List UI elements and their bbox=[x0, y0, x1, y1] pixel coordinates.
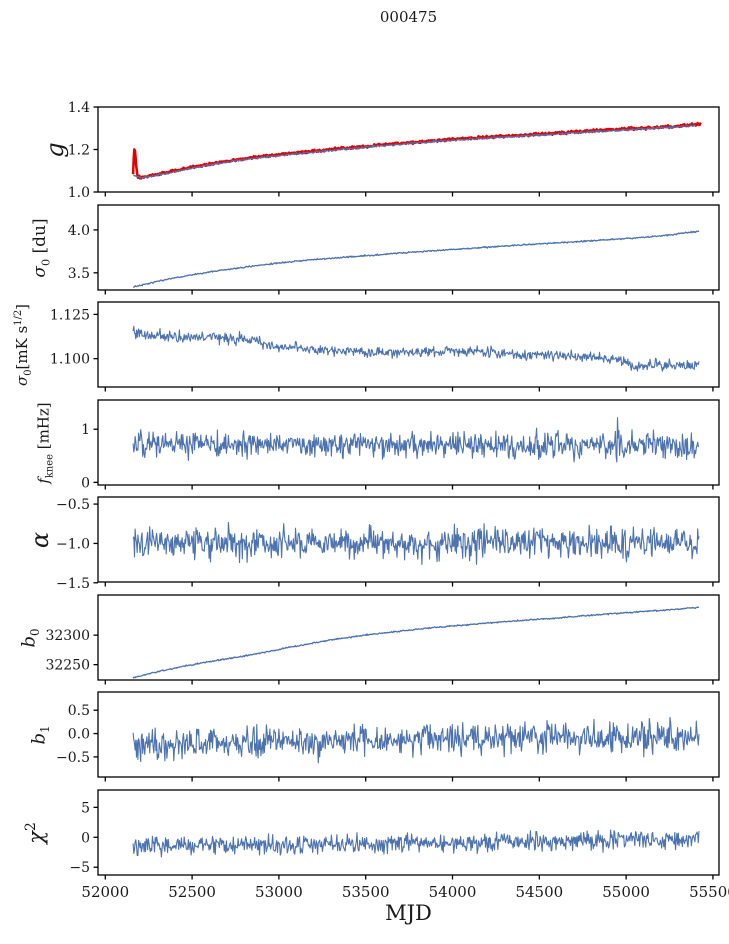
x-tick-label: 52000 bbox=[81, 883, 129, 901]
series-line-g-blue bbox=[132, 124, 696, 179]
x-tick-label: 53500 bbox=[342, 883, 390, 901]
series-line-chi2 bbox=[132, 829, 700, 858]
series-line-g-fit-red bbox=[131, 121, 702, 180]
y-axis-label-segment: 1/2 bbox=[13, 309, 25, 326]
panel-b1: −0.5 0.0 0.5 bbox=[56, 691, 720, 782]
y-axis-label-segment: σ bbox=[30, 265, 51, 278]
panel-fknee: 01 bbox=[81, 399, 720, 491]
panel-spine bbox=[97, 496, 720, 583]
panel-b0: 32250 32300 bbox=[45, 594, 720, 685]
x-tick-label: 55500 bbox=[689, 883, 729, 901]
panel-sigma0-mK: 1.100 1.125 bbox=[50, 301, 720, 392]
y-axis-label-segment: χ bbox=[24, 830, 48, 844]
y-axis-label-segment: 2 bbox=[23, 821, 39, 831]
y-tick-label: 1.2 bbox=[68, 143, 90, 159]
y-axis-label-chi2: χ2 bbox=[23, 821, 48, 844]
figure-title: 000475 bbox=[379, 8, 438, 26]
y-axis-label-segment: f bbox=[34, 477, 53, 484]
y-axis-label-segment: 0 bbox=[27, 627, 42, 636]
y-tick-label: 4.0 bbox=[68, 223, 90, 239]
y-axis-label-segment: b bbox=[18, 635, 40, 648]
y-axis-label-sigma0-mK: σ0[mK s1/2] bbox=[13, 303, 35, 386]
y-axis-label-sigma0-du: σ0 [du] bbox=[30, 217, 53, 278]
series-line-b1 bbox=[132, 716, 700, 764]
y-tick-label: 0.5 bbox=[68, 703, 90, 719]
y-tick-label: −5 bbox=[69, 860, 90, 876]
x-tick-label: 55000 bbox=[602, 883, 650, 901]
y-tick-label: −0.5 bbox=[56, 750, 90, 766]
y-tick-label: 1.100 bbox=[50, 352, 90, 368]
y-axis-label-segment: σ bbox=[13, 375, 32, 386]
y-tick-label: 0 bbox=[81, 830, 90, 846]
y-axis-label-fknee: fknee [mHz] bbox=[34, 401, 56, 484]
y-axis-label-segment: 1 bbox=[37, 724, 52, 733]
y-axis-label-segment: α bbox=[26, 531, 54, 548]
series-line-sigma0-du bbox=[133, 230, 700, 288]
y-tick-label: 0.0 bbox=[68, 727, 90, 743]
y-axis-label-segment: [du] bbox=[30, 217, 51, 259]
y-tick-label: 1.125 bbox=[50, 307, 90, 323]
y-axis-label-segment: 0 bbox=[39, 258, 53, 266]
y-axis-label-g: g bbox=[41, 141, 69, 158]
y-tick-label: −0.5 bbox=[56, 497, 90, 513]
y-tick-label: −1.0 bbox=[56, 536, 90, 552]
series-line-fknee bbox=[132, 417, 700, 463]
panel-g: 1.0 1.2 1.4 bbox=[68, 100, 720, 201]
y-axis-label-segment: 0 bbox=[23, 368, 35, 376]
y-tick-label: 1.0 bbox=[68, 185, 90, 201]
y-tick-label: 32300 bbox=[45, 628, 90, 644]
panel-alpha: −1.5 −1.0 −0.5 bbox=[56, 496, 720, 592]
y-axis-label-segment: g bbox=[41, 141, 69, 158]
y-axis-label-b1: b1 bbox=[28, 724, 52, 745]
x-axis-title: MJD bbox=[385, 901, 432, 925]
x-tick-label: 54000 bbox=[429, 883, 477, 901]
panel-spine bbox=[97, 399, 720, 486]
x-tick-label: 54500 bbox=[515, 883, 563, 901]
x-tick-label: 52500 bbox=[168, 883, 216, 901]
panel-spine bbox=[97, 691, 720, 778]
y-axis-label-alpha: α bbox=[26, 531, 54, 548]
y-tick-label: 5 bbox=[81, 800, 90, 816]
y-tick-label: 32250 bbox=[45, 658, 90, 674]
y-axis-label-segment: ] bbox=[13, 303, 32, 310]
panel-chi2: −5 0 5 bbox=[69, 789, 720, 880]
panel-spine bbox=[97, 789, 720, 876]
series-line-alpha bbox=[132, 522, 700, 566]
panel-spine bbox=[97, 301, 720, 388]
y-tick-label: 0 bbox=[81, 475, 90, 491]
y-axis-label-segment: knee bbox=[44, 453, 56, 478]
panel-spine bbox=[97, 204, 720, 291]
panel-spine bbox=[97, 594, 720, 681]
y-axis-label-segment: [mK s bbox=[13, 325, 32, 369]
panel-spine bbox=[97, 106, 720, 193]
y-axis-label-segment: [mHz] bbox=[34, 401, 53, 454]
panel-sigma0-du: 3.5 4.0 bbox=[68, 204, 720, 295]
y-tick-label: 1.4 bbox=[68, 100, 90, 116]
y-tick-label: −1.5 bbox=[56, 576, 90, 592]
y-axis-label-b0: b0 bbox=[18, 627, 42, 648]
y-axis-label-segment: b bbox=[28, 732, 50, 745]
y-tick-label: 1 bbox=[81, 422, 90, 438]
series-line-sigma0-mK bbox=[132, 325, 700, 372]
series-line-b0 bbox=[132, 606, 700, 679]
y-tick-label: 3.5 bbox=[68, 266, 90, 282]
x-tick-label: 53000 bbox=[255, 883, 303, 901]
